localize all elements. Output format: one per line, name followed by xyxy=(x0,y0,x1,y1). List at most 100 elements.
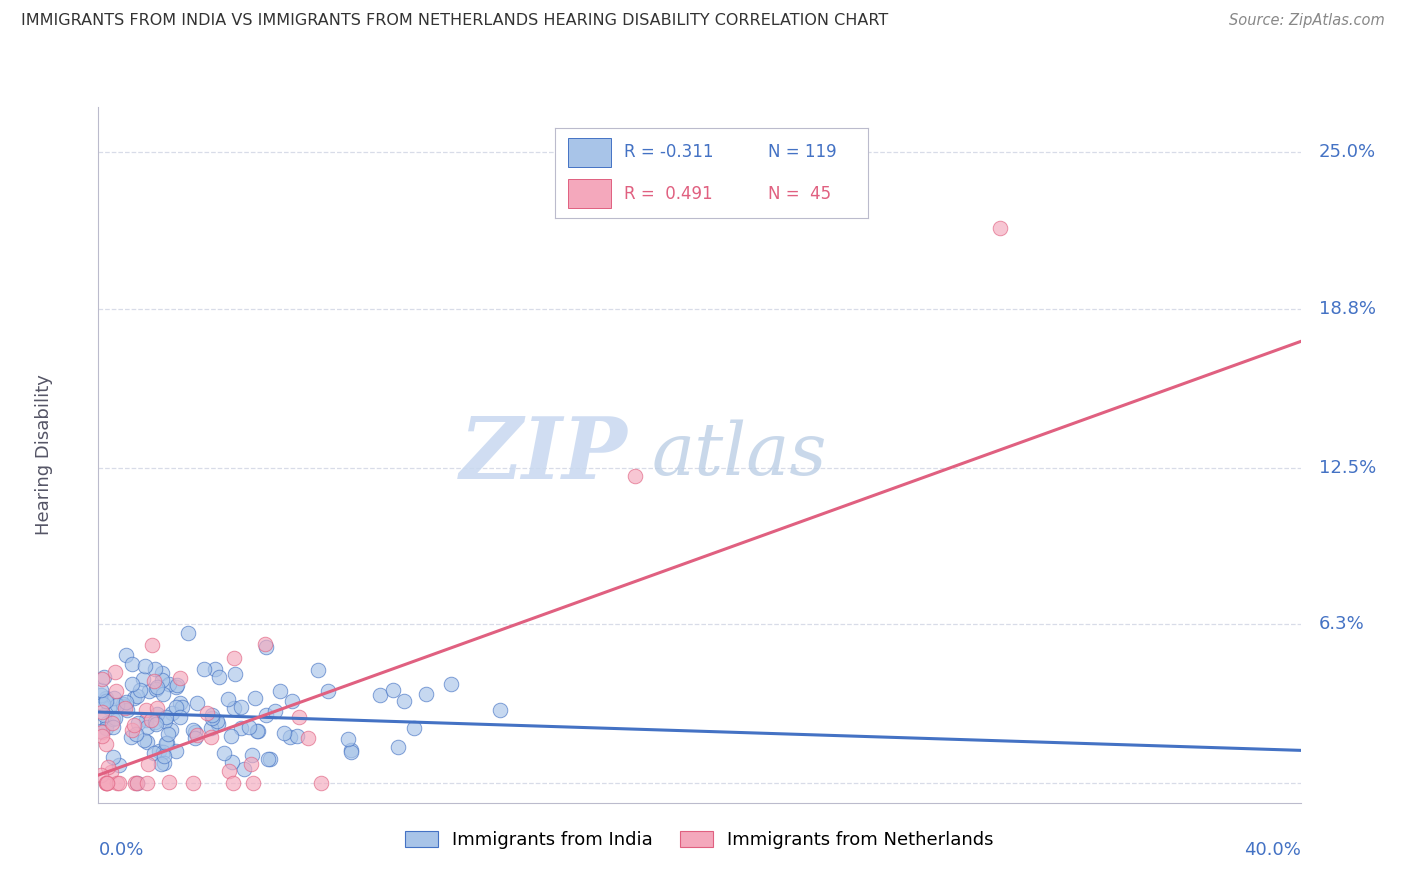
Point xyxy=(136,775,159,789)
Point xyxy=(155,736,177,750)
Point xyxy=(440,677,463,691)
Point xyxy=(204,663,226,677)
Point xyxy=(97,701,120,715)
Point xyxy=(91,729,114,743)
Point xyxy=(208,670,231,684)
Point xyxy=(160,723,183,738)
Text: IMMIGRANTS FROM INDIA VS IMMIGRANTS FROM NETHERLANDS HEARING DISABILITY CORRELAT: IMMIGRANTS FROM INDIA VS IMMIGRANTS FROM… xyxy=(21,13,889,29)
Point xyxy=(177,625,200,640)
Point xyxy=(297,731,319,745)
Text: R =  0.491: R = 0.491 xyxy=(624,185,713,203)
Point xyxy=(125,775,148,789)
Point xyxy=(339,745,361,759)
Point xyxy=(340,743,363,757)
Text: atlas: atlas xyxy=(651,419,827,491)
Point xyxy=(150,666,173,681)
Point xyxy=(240,757,263,772)
Point xyxy=(309,775,332,789)
Point xyxy=(259,752,281,766)
Point xyxy=(246,724,269,739)
Point xyxy=(104,711,127,725)
Point xyxy=(128,683,150,698)
Point xyxy=(103,749,125,764)
Point xyxy=(281,694,304,708)
Point xyxy=(134,733,156,747)
Point xyxy=(138,683,160,698)
Point xyxy=(257,751,280,765)
Bar xyxy=(568,138,612,167)
Point xyxy=(181,723,204,737)
Point xyxy=(157,774,180,789)
Point xyxy=(156,736,179,750)
Point xyxy=(285,729,308,743)
Point xyxy=(200,711,222,725)
Point xyxy=(221,730,243,744)
Point xyxy=(143,662,166,676)
Point xyxy=(148,744,170,758)
Point xyxy=(242,775,264,789)
Point xyxy=(207,716,229,731)
Point xyxy=(93,670,115,684)
Point xyxy=(169,710,191,724)
Point xyxy=(489,703,512,717)
Point xyxy=(90,682,112,697)
Point xyxy=(153,756,176,770)
Point xyxy=(224,667,246,681)
Point xyxy=(94,737,117,751)
Point xyxy=(200,730,222,744)
Bar xyxy=(568,179,612,209)
Point xyxy=(165,700,187,714)
Point xyxy=(90,768,112,782)
Point xyxy=(145,701,167,715)
Point xyxy=(141,639,163,653)
Point xyxy=(246,724,269,739)
Point xyxy=(134,659,156,673)
Point xyxy=(93,708,115,723)
Point xyxy=(91,673,114,687)
Point xyxy=(136,720,159,734)
Point xyxy=(127,690,149,704)
Point xyxy=(336,732,359,747)
Point xyxy=(115,695,138,709)
Point xyxy=(254,640,277,655)
Point xyxy=(96,715,118,730)
Point xyxy=(169,672,191,686)
Point xyxy=(988,221,1011,235)
Point xyxy=(131,672,153,686)
Point xyxy=(195,706,218,720)
Point xyxy=(105,775,128,789)
Point xyxy=(368,688,391,702)
Point xyxy=(415,687,437,701)
Point xyxy=(145,716,167,731)
Point xyxy=(402,721,425,735)
Point xyxy=(222,701,245,715)
Point xyxy=(135,702,157,716)
Point xyxy=(115,703,138,717)
Point xyxy=(307,664,329,678)
Point xyxy=(94,775,117,789)
Point xyxy=(121,657,143,671)
Point xyxy=(124,775,146,789)
Text: Source: ZipAtlas.com: Source: ZipAtlas.com xyxy=(1229,13,1385,29)
Point xyxy=(170,700,193,714)
Point xyxy=(186,728,208,742)
Point xyxy=(90,723,112,738)
Text: Hearing Disability: Hearing Disability xyxy=(35,375,53,535)
Point xyxy=(316,684,339,698)
Point xyxy=(201,707,224,722)
Point xyxy=(90,724,112,739)
Point xyxy=(103,691,125,706)
Point xyxy=(184,725,207,739)
Point xyxy=(273,726,295,740)
Point xyxy=(108,775,131,789)
Point xyxy=(146,706,169,721)
Point xyxy=(222,775,245,789)
Text: N =  45: N = 45 xyxy=(768,185,831,203)
Point xyxy=(217,691,239,706)
Point xyxy=(387,739,409,754)
Text: 18.8%: 18.8% xyxy=(1319,300,1375,318)
Point xyxy=(100,715,122,730)
Point xyxy=(183,775,205,789)
Point xyxy=(103,712,125,726)
Point xyxy=(381,682,404,697)
